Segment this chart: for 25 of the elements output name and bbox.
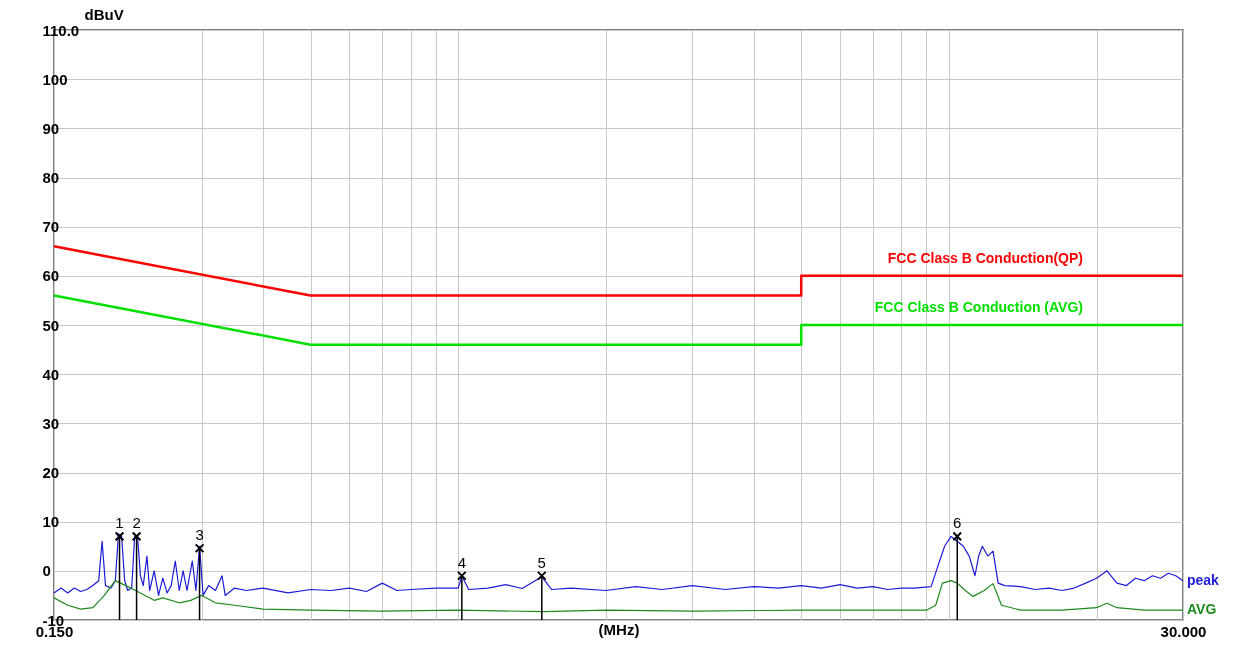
y-tick-label: 20: [42, 464, 60, 481]
series-label: peak: [1187, 571, 1220, 588]
annotation: 4: [457, 553, 467, 571]
x-axis-title: (MHz): [598, 620, 640, 638]
annotation: 3: [195, 526, 204, 544]
series-label: FCC Class B Conduction (AVG): [874, 299, 1083, 315]
y-tick-label: 60: [42, 267, 60, 285]
y-tick-label: 30: [42, 414, 60, 432]
series-label: FCC Class B Conduction(QP): [887, 249, 1083, 266]
y-tick-label: 110.0: [42, 21, 80, 39]
y-tick-label: 40: [42, 365, 60, 383]
y-tick-label: 90: [42, 119, 60, 137]
y-tick-label: 50: [42, 316, 60, 334]
annotation: 2: [132, 514, 141, 532]
annotation: 5: [537, 553, 546, 571]
y-tick-label: 10: [42, 513, 60, 531]
series-label: AVG: [1187, 601, 1217, 618]
y-axis-title: dBuV: [84, 5, 124, 23]
y-tick-label: 80: [42, 169, 60, 186]
annotation: 6: [953, 514, 962, 532]
x-tick-label: 30.000: [1160, 622, 1207, 640]
y-tick-label: 0: [42, 562, 51, 580]
y-tick-label: 70: [42, 218, 60, 236]
annotation: 1: [115, 514, 124, 532]
y-tick-label: 100: [42, 70, 68, 88]
